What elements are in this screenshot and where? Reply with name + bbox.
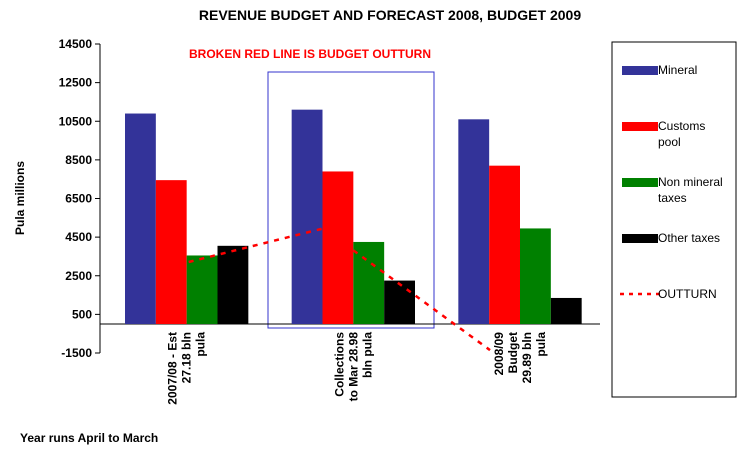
x-tick-label: 2007/08 - Est27.18 blnpula [166, 332, 208, 405]
y-tick-label: 2500 [65, 269, 92, 283]
bar [489, 165, 520, 325]
chart-title: REVENUE BUDGET AND FORECAST 2008, BUDGET… [199, 7, 581, 23]
bar [353, 241, 385, 325]
y-tick-label: 12500 [59, 76, 93, 90]
bar [125, 113, 156, 325]
bar [155, 180, 187, 325]
bar [186, 255, 218, 325]
legend-label: Non mineral taxes [658, 175, 723, 205]
bar [217, 245, 249, 325]
legend-swatch [622, 234, 658, 243]
bar [458, 119, 490, 325]
legend-swatch [622, 66, 658, 75]
y-tick-label: 500 [72, 307, 92, 321]
bar [322, 171, 354, 325]
y-axis-title: Pula millions [13, 161, 27, 235]
bar [550, 297, 582, 325]
y-tick-label: 10500 [59, 114, 93, 128]
x-tick-label: Collectionsto Mar 28.98bln pula [332, 332, 374, 402]
bar [291, 109, 323, 325]
x-tick-label: 2008/09Budget29.89 blnpula [492, 332, 548, 384]
legend-box [611, 41, 737, 398]
x-axis-title: Year runs April to March [20, 431, 158, 445]
legend-label: Mineral [658, 63, 697, 77]
bar [384, 280, 415, 325]
y-tick-label: 4500 [65, 230, 92, 244]
legend-swatch [622, 178, 658, 187]
bar [520, 228, 551, 325]
annotation: BROKEN RED LINE IS BUDGET OUTTURN [189, 47, 431, 61]
y-tick-label: 8500 [65, 153, 92, 167]
y-tick-label: 14500 [59, 37, 93, 51]
y-tick-label: 6500 [65, 192, 92, 206]
legend-label: Customs pool [658, 119, 705, 149]
legend-swatch [622, 122, 658, 131]
legend-label: Other taxes [658, 231, 720, 245]
highlight-box [267, 71, 435, 329]
legend-label: OUTTURN [658, 287, 717, 301]
outturn-line [156, 227, 491, 352]
y-tick-label: -1500 [61, 346, 92, 360]
